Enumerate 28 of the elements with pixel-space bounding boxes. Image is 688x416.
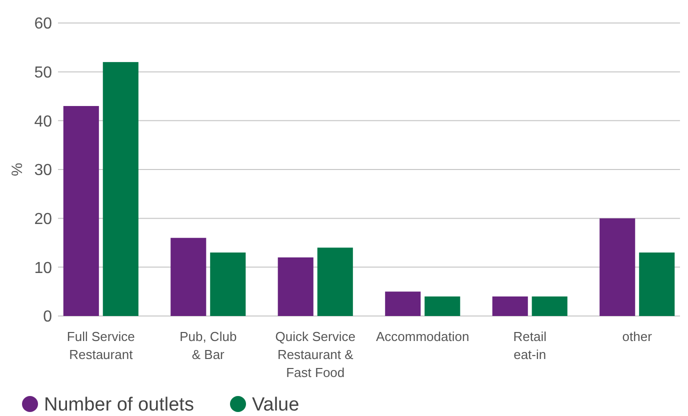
- y-tick-label: 0: [43, 308, 52, 326]
- y-tick-label: 60: [34, 16, 52, 33]
- bar: [385, 292, 421, 316]
- y-tick-label: 10: [34, 260, 52, 277]
- bar: [278, 257, 314, 316]
- bar: [532, 296, 568, 316]
- y-tick-label: 40: [34, 113, 52, 130]
- y-tick-label: 50: [34, 64, 52, 82]
- bar: [210, 252, 246, 316]
- x-tick-label: Accommodation: [376, 329, 470, 344]
- x-tick-label: Full Service Restaurant: [66, 329, 135, 362]
- x-tick-label: Quick Service Restaurant & Fast Food: [275, 329, 356, 380]
- bar: [424, 296, 460, 316]
- bar: [639, 252, 675, 316]
- bar: [492, 296, 528, 316]
- y-tick-label: 30: [34, 162, 52, 180]
- bar: [600, 218, 636, 316]
- bar: [170, 238, 206, 316]
- legend-label: Number of outlets: [44, 394, 194, 416]
- bar: [102, 62, 138, 316]
- y-axis-title: %: [9, 162, 26, 176]
- bar: [63, 106, 99, 316]
- bar: [317, 248, 353, 316]
- y-tick-label: 20: [34, 210, 52, 228]
- x-tick-label: Retail eat-in: [513, 329, 547, 362]
- legend-label: Value: [252, 394, 300, 416]
- x-tick-label: other: [622, 329, 653, 344]
- x-tick-label: Pub, Club & Bar: [180, 329, 237, 362]
